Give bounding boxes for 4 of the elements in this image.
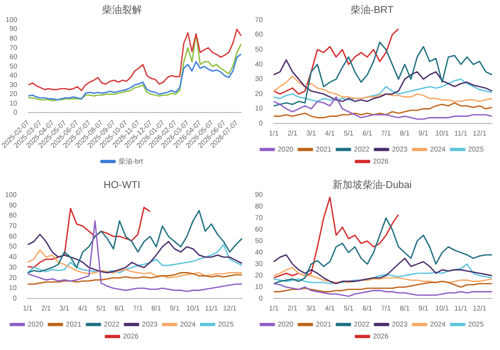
chart-title: 新加坡柴油-Dubai [332,178,412,191]
chart-title: HO-WTI [104,180,140,191]
chart-title: 柴油裂解 [102,4,142,16]
chart-title: 柴油-BRT [350,4,394,16]
